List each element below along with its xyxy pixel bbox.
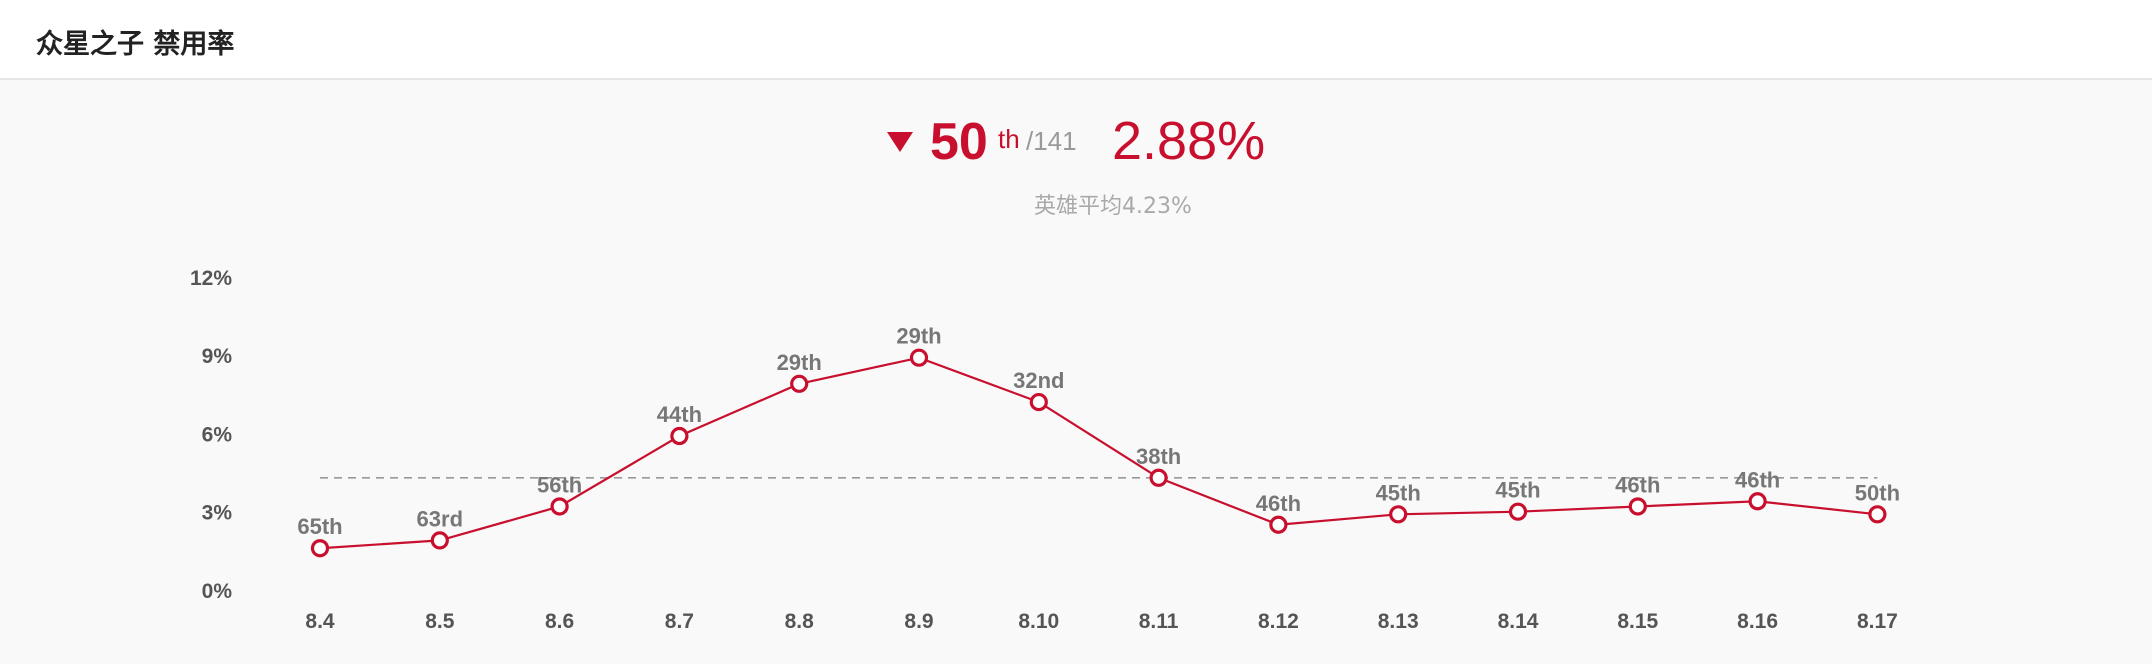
data-point — [1508, 502, 1528, 521]
x-tick-label: 8.15 — [1617, 610, 1658, 633]
x-tick-label: 8.9 — [904, 610, 933, 633]
trend-down-icon — [887, 132, 913, 152]
data-point — [550, 497, 569, 516]
x-axis: 8.4 8.5 8.6 8.7 8.8 8.9 8.10 8.11 8.12 8.13 8.14 8.… — [305, 610, 1897, 633]
x-tick-label: 8.17 — [1857, 610, 1898, 633]
x-tick-label: 8.4 — [305, 610, 335, 633]
data-point — [909, 348, 929, 367]
x-tick-label: 8.6 — [545, 610, 574, 633]
rank-suffix: th — [998, 124, 1020, 154]
data-label: 29th — [896, 324, 941, 349]
data-label: 63rd — [417, 506, 463, 531]
data-point — [1269, 515, 1288, 534]
y-axis: 12% 9% 6% 3% 0% — [190, 267, 232, 603]
x-tick-label: 8.13 — [1378, 610, 1419, 633]
data-label: 50th — [1855, 480, 1900, 505]
data-label: 46th — [1615, 472, 1660, 497]
y-tick-label: 12% — [190, 267, 232, 290]
data-labels: 65th 63rd 56th 44th 29th 29th 32nd 38th 46th 45th… — [297, 324, 1900, 540]
x-tick-label: 8.12 — [1258, 610, 1299, 633]
data-label: 32nd — [1013, 368, 1064, 393]
data-label: 65th — [297, 514, 342, 539]
data-point — [1628, 497, 1647, 516]
average-rate: 英雄平均4.23% — [1034, 194, 1192, 219]
header-bar: 众星之子 禁用率 — [0, 0, 2152, 80]
x-tick-label: 8.14 — [1498, 610, 1539, 633]
data-label: 45th — [1495, 478, 1540, 503]
x-tick-label: 8.16 — [1737, 610, 1778, 633]
series-line-layer — [319, 356, 1878, 550]
data-label: 45th — [1376, 480, 1421, 505]
x-tick-label: 8.11 — [1139, 610, 1179, 633]
y-tick-label: 9% — [202, 345, 233, 368]
data-point — [1029, 392, 1048, 412]
data-point — [670, 426, 689, 446]
data-label: 56th — [537, 472, 582, 497]
y-tick-label: 6% — [202, 423, 233, 446]
series-line — [319, 356, 1878, 550]
ban-rate-value: 2.88% — [1112, 111, 1266, 171]
data-point — [430, 531, 449, 550]
data-label: 44th — [657, 402, 702, 427]
x-tick-label: 8.8 — [785, 610, 815, 633]
data-label: 38th — [1136, 444, 1181, 469]
page-title: 众星之子 禁用率 — [36, 29, 235, 60]
y-tick-label: 0% — [202, 580, 233, 603]
data-point — [1149, 468, 1168, 487]
data-point — [1748, 492, 1767, 511]
x-tick-label: 8.10 — [1018, 610, 1059, 633]
rank-number: 50 — [930, 113, 988, 171]
data-label: 46th — [1256, 491, 1301, 516]
data-points — [310, 348, 1887, 558]
x-tick-label: 8.7 — [665, 610, 694, 633]
chart-panel: 50 th /141 2.88% 英雄平均4.23% 12% 9% 6% 3% 0% 8… — [0, 80, 2152, 664]
y-tick-label: 3% — [202, 502, 233, 525]
data-point — [310, 539, 330, 558]
data-label: 46th — [1735, 467, 1780, 492]
data-point — [1389, 505, 1408, 524]
data-label: 29th — [777, 350, 822, 375]
data-point — [790, 374, 809, 393]
data-point — [1868, 505, 1887, 524]
rank-total: /141 — [1026, 126, 1077, 156]
line-chart: 12%9%6%3%0% 8.4 8.5 8.6 8.7 8.8 8.9 8.10 8.11 8.… — [190, 267, 1900, 633]
x-tick-label: 8.5 — [425, 610, 455, 633]
